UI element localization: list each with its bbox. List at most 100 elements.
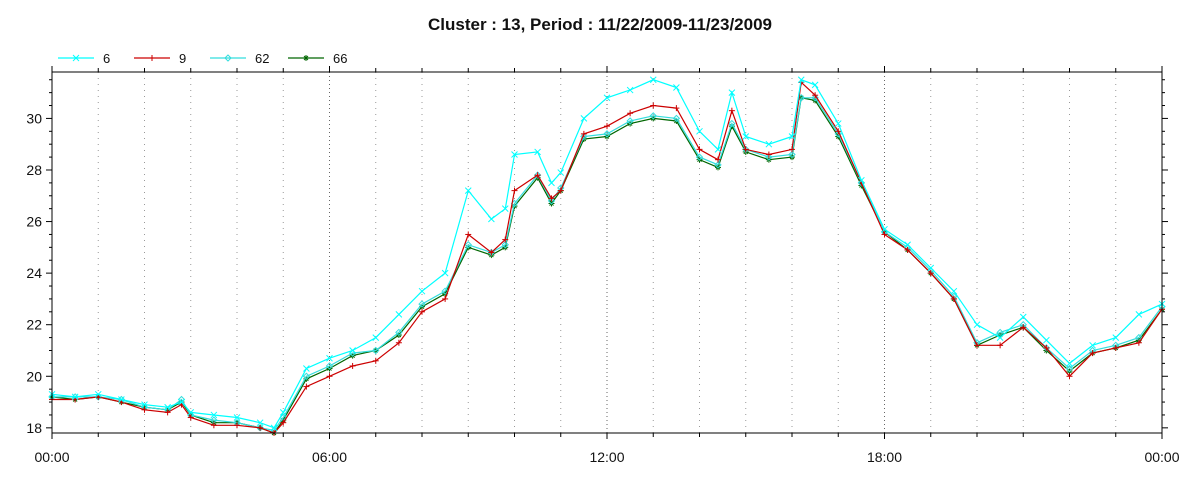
legend-label: 66 [333, 51, 347, 66]
data-point-6 [728, 89, 736, 96]
data-point-9 [1020, 324, 1027, 331]
data-point-6 [187, 409, 195, 416]
legend-item-66: 66 [288, 51, 347, 66]
data-point-9 [650, 102, 657, 109]
data-point-6 [950, 287, 958, 295]
data-point-6 [858, 176, 865, 184]
x-tick-label: 00:00 [34, 449, 69, 465]
data-point-9 [881, 231, 888, 238]
data-point-9 [927, 270, 934, 277]
y-tick-label: 18 [26, 420, 42, 436]
data-point-9 [210, 422, 217, 429]
data-point-6 [210, 411, 218, 419]
data-point-62 [765, 153, 773, 161]
data-point-9 [742, 146, 749, 153]
data-point-62 [441, 287, 449, 295]
data-point-6 [326, 354, 333, 362]
data-point-9 [673, 105, 680, 112]
data-point-9 [349, 362, 356, 369]
data-point-9 [728, 107, 735, 114]
legend-item-62: 62 [210, 51, 269, 66]
data-point-9 [187, 414, 194, 421]
x-tick-label: 06:00 [312, 449, 347, 465]
data-point-6 [511, 151, 518, 158]
data-point-9 [141, 406, 148, 413]
series-line-6 [51, 78, 1163, 429]
data-point-62 [834, 130, 842, 138]
data-point-6 [464, 187, 472, 194]
data-point-6 [603, 94, 611, 102]
y-tick-label: 20 [26, 368, 42, 384]
data-point-6 [881, 225, 888, 233]
data-point-62 [603, 130, 611, 138]
legend-label: 62 [255, 51, 269, 66]
data-point-9 [1066, 373, 1073, 380]
legend-label: 9 [179, 51, 186, 66]
data-point-9 [419, 308, 425, 315]
data-point-6 [626, 86, 634, 94]
data-point-9 [812, 92, 819, 99]
data-point-6 [714, 146, 722, 153]
data-point-9 [234, 422, 240, 429]
data-point-6 [71, 393, 79, 401]
data-point-6 [372, 334, 380, 341]
data-point-6 [788, 133, 796, 140]
data-point-6 [501, 205, 509, 213]
data-point-9 [950, 295, 957, 302]
data-point-6 [1019, 313, 1027, 321]
chart-title: Cluster : 13, Period : 11/22/2009-11/23/… [428, 15, 772, 34]
data-point-6 [94, 390, 102, 398]
data-point-6 [534, 148, 541, 156]
data-point-9 [488, 249, 495, 256]
data-point-9 [715, 156, 721, 163]
data-point-62 [626, 117, 634, 125]
data-point-6 [557, 169, 565, 176]
data-point-6 [303, 365, 310, 372]
data-point-62 [547, 197, 556, 205]
data-point-6 [418, 287, 426, 295]
data-point-9 [835, 128, 842, 135]
y-tick-label: 24 [26, 265, 42, 281]
data-point-62 [464, 241, 472, 249]
data-point-62 [811, 94, 819, 102]
data-point-6 [742, 133, 750, 140]
data-point-6 [580, 115, 588, 122]
data-point-9 [1043, 344, 1050, 351]
data-point-62 [714, 161, 722, 169]
data-point-9 [326, 373, 333, 380]
data-point-62 [672, 114, 681, 123]
axis-ticks: 00:00 06:00 12:00 18:00 00:00 18 20 22 24 26 28 30 [26, 66, 1180, 465]
data-point-9 [557, 187, 564, 194]
data-point-9 [257, 424, 264, 431]
data-point-9 [280, 419, 287, 426]
data-point-9 [395, 339, 402, 346]
series-9 [49, 79, 1165, 436]
data-point-6 [270, 424, 278, 432]
data-point-9 [997, 342, 1004, 349]
data-point-9 [904, 246, 911, 253]
x-tick-label: 00:00 [1144, 449, 1179, 465]
data-point-62 [302, 372, 311, 380]
data-point-62 [649, 112, 657, 120]
legend-label: 6 [103, 51, 110, 66]
data-point-62 [580, 132, 588, 141]
series-6 [48, 76, 1166, 432]
data-point-6 [349, 347, 356, 354]
data-point-6 [1112, 334, 1120, 341]
data-point-6 [927, 264, 935, 272]
data-point-9 [1135, 339, 1142, 346]
legend-marker [149, 55, 155, 61]
data-point-9 [303, 383, 310, 390]
data-point-6 [118, 396, 125, 403]
data-point-6 [1089, 341, 1096, 349]
data-point-9 [511, 187, 518, 194]
y-tick-label: 26 [26, 214, 42, 230]
legend-marker [303, 55, 309, 61]
data-point-6 [797, 76, 805, 84]
data-point-62 [788, 150, 796, 159]
data-point-6 [996, 334, 1004, 341]
data-point-6 [1043, 336, 1050, 344]
data-point-62 [1065, 364, 1074, 373]
